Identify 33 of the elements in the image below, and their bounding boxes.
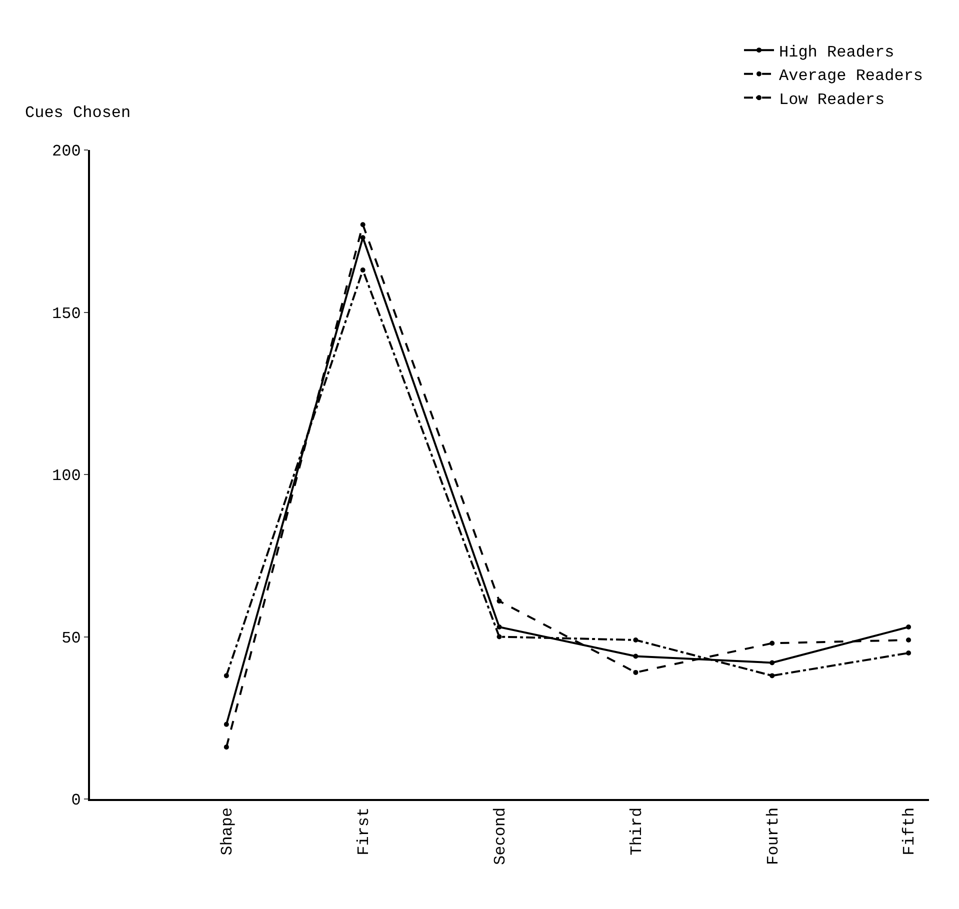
y-axis-title: Cues Chosen bbox=[25, 104, 131, 122]
point bbox=[360, 235, 366, 240]
y-tick-label: 100 bbox=[52, 467, 81, 486]
point bbox=[496, 624, 502, 630]
x-tick-label: Fourth bbox=[764, 807, 782, 866]
legend-label: High Readers bbox=[779, 43, 894, 62]
y-tick-label: 0 bbox=[71, 792, 81, 810]
point bbox=[770, 660, 775, 666]
point bbox=[633, 670, 638, 675]
y-tick-label: 200 bbox=[52, 142, 81, 161]
point bbox=[633, 638, 638, 642]
point bbox=[633, 654, 638, 659]
point bbox=[906, 638, 912, 642]
legend-label: Low Readers bbox=[779, 90, 885, 109]
x-tick-label: Second bbox=[491, 807, 510, 866]
point bbox=[770, 673, 775, 678]
x-tick-label: Third bbox=[628, 807, 646, 856]
point bbox=[770, 640, 775, 646]
x-tick-label: Fifth bbox=[900, 807, 919, 856]
point bbox=[224, 673, 229, 678]
x-tick-label: First bbox=[355, 807, 374, 856]
y-tick-label: 150 bbox=[52, 304, 81, 323]
y-tick-label: 50 bbox=[62, 629, 81, 648]
x-tick-label: Shape bbox=[218, 807, 237, 856]
point bbox=[496, 634, 502, 640]
legend-label: Average Readers bbox=[779, 67, 924, 86]
point bbox=[496, 598, 502, 604]
point bbox=[224, 722, 229, 727]
point bbox=[906, 624, 912, 630]
point bbox=[360, 268, 366, 273]
point bbox=[224, 744, 229, 750]
point bbox=[906, 650, 912, 656]
point bbox=[360, 222, 366, 228]
